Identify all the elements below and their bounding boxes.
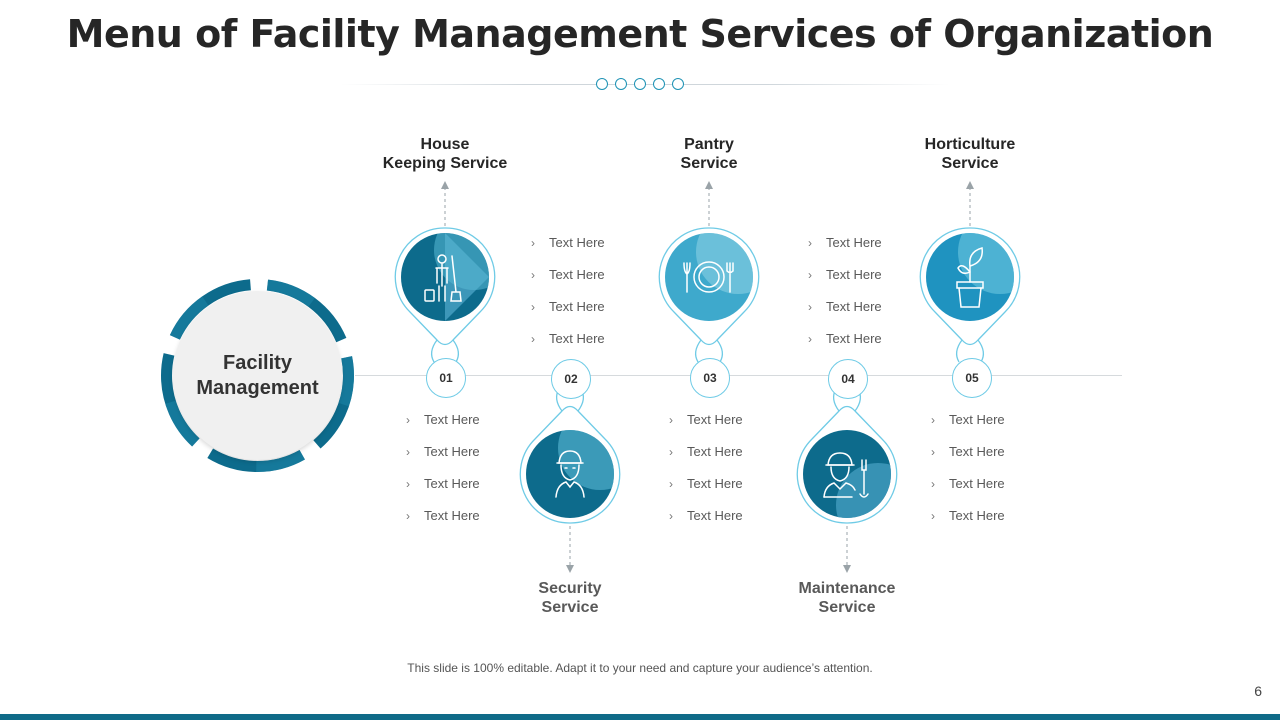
bullet-list: › Text Here › Text Here › Text Here › Text H…	[931, 404, 1041, 532]
step-number-badge: 01	[426, 358, 466, 398]
list-item: › Text Here	[808, 267, 882, 282]
list-item: › Text Here	[406, 444, 480, 459]
list-item: › Text Here	[531, 267, 605, 282]
list-item: › Text Here	[531, 331, 605, 346]
list-item: › Text Here	[669, 508, 743, 523]
center-circle: Facility Management	[173, 291, 342, 460]
step-number-badge: 02	[551, 359, 591, 399]
slide-title: Menu of Facility Management Services of …	[66, 12, 1214, 56]
footer-note: This slide is 100% editable. Adapt it to…	[407, 661, 873, 675]
pin-pantry	[658, 227, 760, 363]
step-number-badge: 03	[690, 358, 730, 398]
bullet-list: › Text Here › Text Here › Text Here › Text H…	[406, 404, 516, 532]
label-house-keeping: House Keeping Service	[365, 135, 525, 173]
dot	[653, 78, 665, 90]
list-item: › Text Here	[531, 235, 605, 250]
list-item: › Text Here	[931, 476, 1005, 491]
bottom-accent-bar	[0, 714, 1280, 720]
label-pantry: Pantry Service	[629, 135, 789, 173]
pin-security	[519, 388, 621, 524]
list-item: › Text Here	[931, 508, 1005, 523]
label-line: Service	[818, 599, 876, 616]
list-item: › Text Here	[931, 444, 1005, 459]
housekeeping-icon	[424, 254, 462, 302]
label-line: Service	[541, 599, 599, 616]
list-item: › Text Here	[669, 476, 743, 491]
list-item: › Text Here	[808, 235, 882, 250]
list-item: › Text Here	[808, 299, 882, 314]
list-item: › Text Here	[406, 412, 480, 427]
list-item: › Text Here	[406, 508, 480, 523]
center-label-line1: Facility	[223, 351, 292, 374]
dot	[634, 78, 646, 90]
potted-plant-icon	[956, 247, 984, 308]
list-item: › Text Here	[669, 444, 743, 459]
label-maintenance: Maintenance Service	[767, 579, 927, 617]
dot	[615, 78, 627, 90]
maintenance-worker-icon	[823, 452, 869, 498]
list-item: › Text Here	[669, 412, 743, 427]
decorative-dots	[596, 78, 684, 92]
step-number-badge: 05	[952, 358, 992, 398]
timeline-line	[355, 375, 1122, 376]
dot	[672, 78, 684, 90]
plate-cutlery-icon	[683, 261, 734, 293]
label-line: Service	[680, 155, 738, 172]
label-line: Security	[538, 580, 602, 597]
label-security: Security Service	[490, 579, 650, 617]
label-line: House	[420, 136, 470, 153]
list-item: › Text Here	[931, 412, 1005, 427]
list-item: › Text Here	[406, 476, 480, 491]
center-ring	[161, 279, 354, 472]
step-number-badge: 04	[828, 359, 868, 399]
page-number: 6	[1254, 683, 1262, 699]
bullet-list: › Text Here › Text Here › Text Here › Text H…	[669, 404, 779, 532]
pin-maintenance	[796, 388, 898, 524]
label-line: Pantry	[684, 136, 734, 153]
center-label-line2: Management	[196, 376, 319, 399]
bullet-list: › Text Here › Text Here › Text Here › Text H…	[808, 227, 918, 355]
label-line: Maintenance	[798, 580, 896, 597]
security-guard-icon	[555, 450, 585, 498]
dot	[596, 78, 608, 90]
list-item: › Text Here	[531, 299, 605, 314]
label-line: Service	[941, 155, 999, 172]
label-horticulture: Horticulture Service	[890, 135, 1050, 173]
bullet-list: › Text Here › Text Here › Text Here › Text H…	[531, 227, 641, 355]
label-line: Keeping Service	[382, 155, 508, 172]
list-item: › Text Here	[808, 331, 882, 346]
label-line: Horticulture	[924, 136, 1016, 153]
